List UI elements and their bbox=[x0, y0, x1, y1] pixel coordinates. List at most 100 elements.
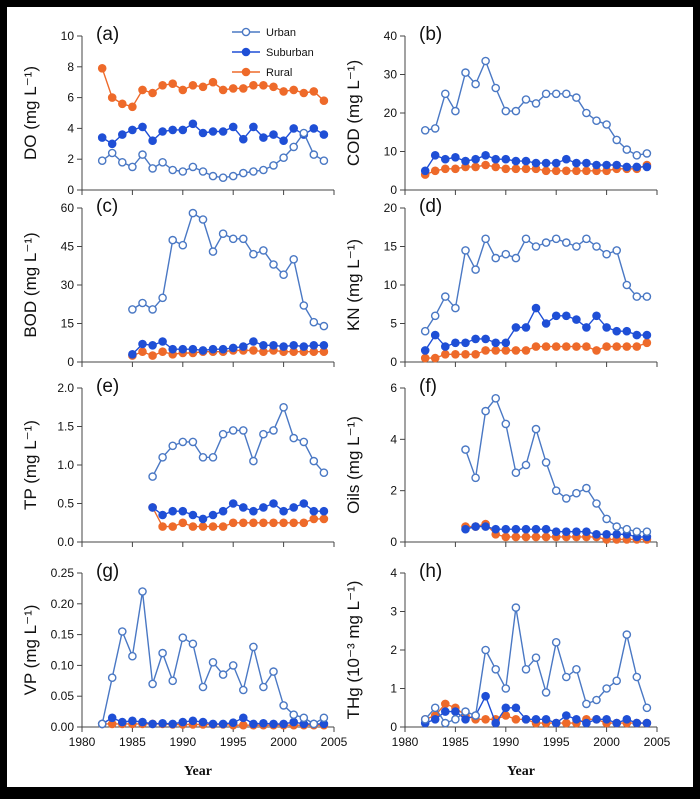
data-point bbox=[158, 157, 167, 167]
panel-c: 0 15 30 45 60 (c) BOD (mg L⁻¹) bbox=[21, 196, 335, 369]
data-point bbox=[118, 157, 127, 167]
y-tick-label: 0 bbox=[390, 720, 397, 734]
x-axis-label: Year bbox=[507, 764, 535, 779]
legend: Urban Suburban Rural bbox=[232, 27, 314, 79]
data-point bbox=[602, 342, 611, 351]
data-point bbox=[572, 93, 581, 102]
panel-label: (d) bbox=[419, 196, 442, 217]
data-point bbox=[269, 340, 278, 350]
panel-label: (e) bbox=[96, 376, 119, 397]
data-point bbox=[521, 665, 531, 674]
data-point bbox=[420, 326, 430, 336]
data-point bbox=[279, 87, 288, 96]
data-point bbox=[440, 89, 450, 99]
data-point bbox=[531, 424, 541, 434]
data-point bbox=[238, 342, 248, 351]
data-point bbox=[491, 253, 501, 263]
x-axis-label: Year bbox=[184, 764, 212, 779]
data-point bbox=[592, 715, 601, 724]
data-point bbox=[420, 353, 430, 363]
data-point bbox=[238, 426, 248, 435]
data-point bbox=[97, 156, 107, 165]
data-point bbox=[178, 633, 188, 643]
data-point bbox=[612, 135, 622, 145]
data-point bbox=[309, 719, 319, 729]
data-point bbox=[572, 158, 581, 168]
data-point bbox=[531, 99, 541, 108]
data-point bbox=[562, 494, 571, 503]
data-point bbox=[602, 160, 611, 170]
data-point bbox=[249, 122, 258, 132]
data-point bbox=[238, 503, 248, 512]
data-point bbox=[249, 346, 258, 355]
data-point bbox=[471, 349, 480, 359]
data-point bbox=[572, 665, 581, 674]
data-point bbox=[430, 703, 440, 713]
data-point bbox=[592, 530, 601, 539]
data-point bbox=[471, 154, 480, 164]
data-point bbox=[551, 486, 561, 496]
data-point bbox=[541, 688, 551, 697]
data-point bbox=[461, 445, 470, 454]
data-point bbox=[491, 346, 501, 355]
data-point bbox=[188, 119, 198, 129]
data-point bbox=[309, 514, 319, 524]
data-point bbox=[582, 323, 591, 332]
data-point bbox=[622, 342, 632, 351]
y-tick-label: 2 bbox=[390, 643, 397, 657]
y-tick-label: 0 bbox=[390, 355, 397, 369]
data-point bbox=[521, 323, 531, 332]
y-tick-label: 15 bbox=[384, 240, 398, 254]
series-suburban bbox=[461, 522, 652, 542]
data-point bbox=[582, 342, 591, 351]
data-point bbox=[188, 716, 198, 726]
data-point bbox=[319, 156, 329, 165]
data-point bbox=[562, 154, 571, 164]
data-point bbox=[461, 338, 470, 348]
data-point bbox=[259, 518, 268, 528]
data-point bbox=[249, 642, 258, 652]
y-axis-label: KN (mg L⁻¹) bbox=[344, 239, 363, 331]
data-point bbox=[461, 524, 470, 534]
data-point bbox=[289, 124, 299, 133]
data-point bbox=[440, 707, 450, 716]
data-point bbox=[622, 326, 632, 336]
data-point bbox=[238, 234, 248, 244]
data-point bbox=[420, 166, 430, 176]
data-point bbox=[158, 719, 167, 728]
legend-entry-suburban: Suburban bbox=[232, 47, 314, 59]
data-point bbox=[168, 79, 177, 88]
data-point bbox=[128, 716, 137, 726]
data-point bbox=[269, 82, 278, 92]
data-point bbox=[471, 162, 480, 172]
data-point bbox=[572, 242, 581, 251]
data-point bbox=[632, 342, 642, 351]
panel-label: (g) bbox=[96, 561, 119, 582]
data-point bbox=[632, 672, 642, 682]
data-point bbox=[208, 510, 218, 520]
data-point bbox=[451, 715, 460, 724]
data-point bbox=[562, 166, 571, 176]
data-point bbox=[511, 164, 521, 174]
data-point bbox=[148, 679, 157, 689]
y-tick-label: 4 bbox=[390, 566, 397, 580]
x-tick-label: 1980 bbox=[392, 735, 419, 749]
data-point bbox=[259, 429, 268, 439]
data-point bbox=[451, 349, 460, 359]
data-point bbox=[249, 249, 258, 259]
data-point bbox=[118, 130, 127, 139]
y-axis-label: VP (mg L⁻¹) bbox=[21, 605, 40, 696]
data-point bbox=[612, 342, 622, 351]
data-point bbox=[562, 672, 571, 682]
y-tick-label: 30 bbox=[61, 278, 75, 292]
y-tick-label: 0.10 bbox=[51, 658, 75, 672]
data-point bbox=[299, 88, 309, 98]
data-point bbox=[178, 167, 188, 176]
data-point bbox=[481, 56, 490, 66]
data-point bbox=[622, 630, 632, 639]
data-point bbox=[592, 499, 601, 508]
data-point bbox=[501, 164, 511, 174]
data-point bbox=[128, 651, 137, 661]
data-point bbox=[521, 164, 531, 174]
data-point bbox=[238, 134, 248, 144]
